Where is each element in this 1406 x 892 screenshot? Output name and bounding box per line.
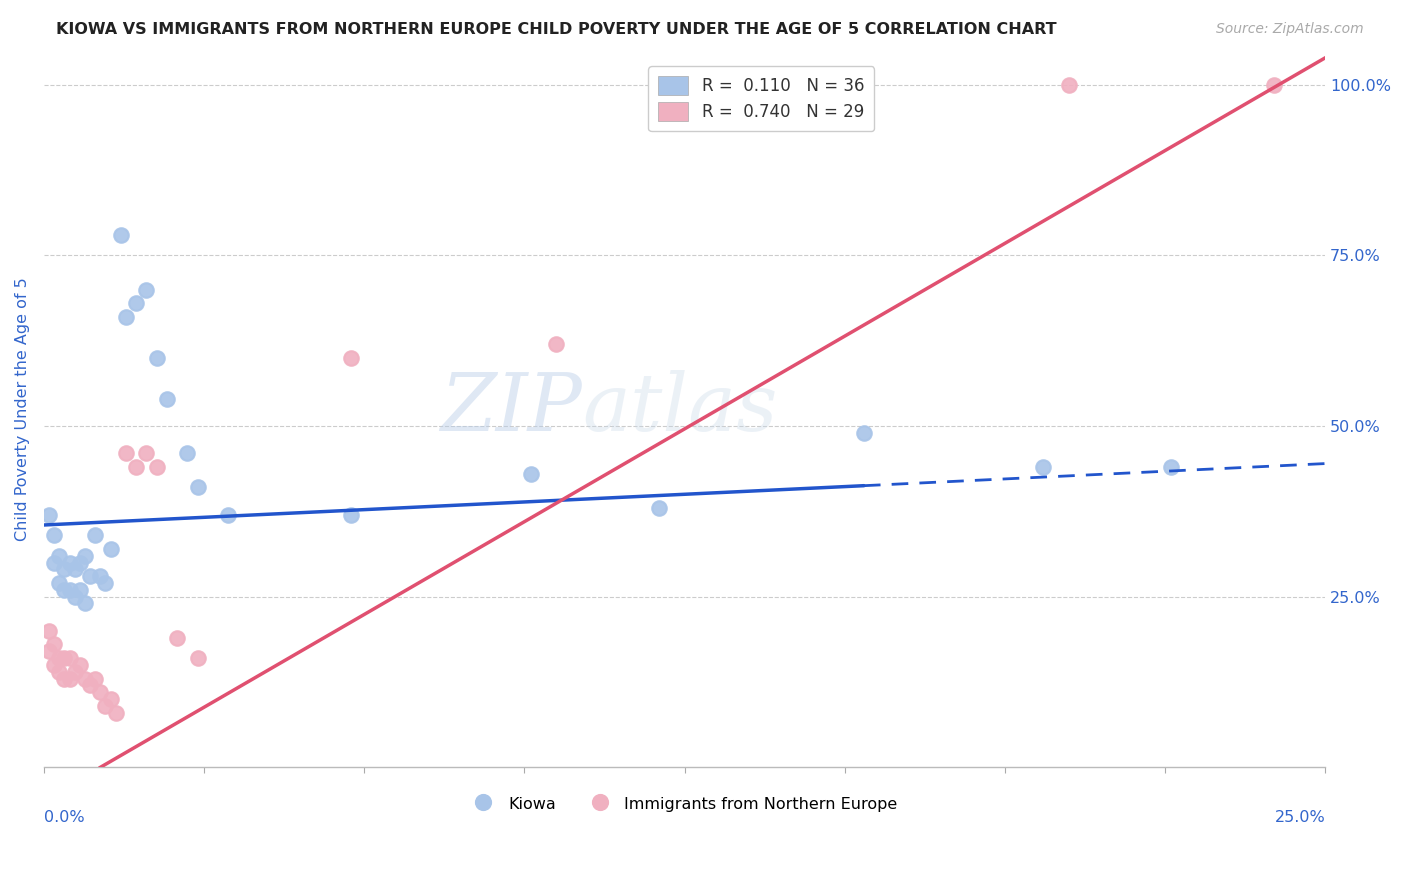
Point	[63, 562, 86, 576]
Point	[104, 706, 127, 720]
Point	[115, 310, 138, 324]
Text: ZIP: ZIP	[440, 370, 582, 448]
Point	[125, 296, 148, 310]
Text: atlas: atlas	[582, 370, 778, 448]
Point	[145, 351, 167, 365]
Point	[1032, 460, 1054, 475]
Point	[44, 556, 66, 570]
Point	[94, 698, 117, 713]
Point	[63, 665, 86, 679]
Point	[79, 569, 101, 583]
Point	[69, 582, 91, 597]
Point	[38, 644, 60, 658]
Point	[145, 460, 167, 475]
Point	[125, 460, 148, 475]
Point	[176, 446, 198, 460]
Point	[340, 508, 363, 522]
Point	[852, 425, 875, 440]
Point	[519, 467, 541, 481]
Point	[48, 651, 70, 665]
Point	[1160, 460, 1182, 475]
Point	[48, 665, 70, 679]
Point	[58, 582, 80, 597]
Point	[84, 528, 107, 542]
Point	[44, 528, 66, 542]
Point	[79, 678, 101, 692]
Point	[115, 446, 138, 460]
Point	[84, 672, 107, 686]
Point	[38, 624, 60, 638]
Point	[135, 283, 157, 297]
Point	[100, 692, 122, 706]
Point	[648, 500, 671, 515]
Point	[135, 446, 157, 460]
Point	[48, 549, 70, 563]
Y-axis label: Child Poverty Under the Age of 5: Child Poverty Under the Age of 5	[15, 277, 30, 541]
Point	[48, 576, 70, 591]
Point	[73, 549, 96, 563]
Point	[217, 508, 239, 522]
Point	[38, 508, 60, 522]
Text: Source: ZipAtlas.com: Source: ZipAtlas.com	[1216, 22, 1364, 37]
Point	[546, 337, 568, 351]
Point	[100, 541, 122, 556]
Point	[58, 672, 80, 686]
Point	[53, 582, 76, 597]
Point	[73, 672, 96, 686]
Point	[44, 657, 66, 672]
Point	[187, 651, 209, 665]
Point	[69, 556, 91, 570]
Point	[53, 672, 76, 686]
Legend: Kiowa, Immigrants from Northern Europe: Kiowa, Immigrants from Northern Europe	[465, 788, 904, 820]
Point	[1263, 78, 1285, 92]
Text: 25.0%: 25.0%	[1274, 810, 1324, 825]
Point	[166, 631, 188, 645]
Point	[1057, 78, 1080, 92]
Text: KIOWA VS IMMIGRANTS FROM NORTHERN EUROPE CHILD POVERTY UNDER THE AGE OF 5 CORREL: KIOWA VS IMMIGRANTS FROM NORTHERN EUROPE…	[56, 22, 1057, 37]
Point	[53, 651, 76, 665]
Point	[63, 590, 86, 604]
Point	[156, 392, 179, 406]
Point	[340, 351, 363, 365]
Point	[44, 637, 66, 651]
Point	[58, 651, 80, 665]
Point	[69, 657, 91, 672]
Point	[58, 556, 80, 570]
Point	[53, 562, 76, 576]
Point	[110, 227, 132, 242]
Point	[89, 685, 111, 699]
Point	[73, 597, 96, 611]
Point	[187, 480, 209, 494]
Text: 0.0%: 0.0%	[44, 810, 84, 825]
Point	[94, 576, 117, 591]
Point	[89, 569, 111, 583]
